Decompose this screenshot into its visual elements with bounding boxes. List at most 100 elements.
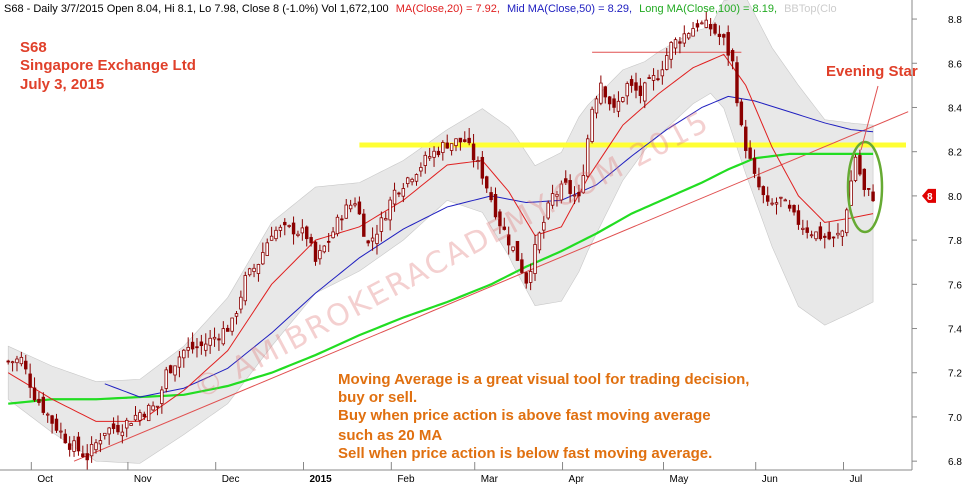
- candle: [638, 78, 643, 104]
- moving-averages: [7, 53, 874, 422]
- candle: [480, 151, 485, 185]
- candle-body: [722, 34, 726, 38]
- candle-body: [441, 142, 445, 153]
- candle-body: [41, 396, 46, 413]
- candle: [757, 167, 761, 191]
- candle: [85, 444, 89, 471]
- candle-body: [32, 387, 37, 401]
- candle-body: [616, 100, 621, 112]
- candle-body: [686, 33, 691, 39]
- candle-body: [643, 82, 647, 102]
- candle: [612, 94, 616, 113]
- candle: [313, 240, 318, 266]
- candle-body: [528, 270, 533, 283]
- candle: [230, 317, 234, 336]
- candle-body: [660, 69, 665, 77]
- candle-body: [774, 202, 779, 205]
- candle-body: [432, 150, 436, 158]
- candle-body: [568, 180, 572, 194]
- candle-body: [572, 194, 577, 197]
- candle-body: [278, 226, 283, 231]
- candle: [379, 211, 384, 242]
- x-tick-label-0: Oct: [37, 474, 53, 485]
- candle: [744, 119, 748, 159]
- candle-body: [463, 139, 467, 142]
- header-text: S68 - Daily 3/7/2015 Open 8.04, Hi 8.1, …: [4, 3, 837, 15]
- candle-body: [120, 431, 125, 437]
- candle-body: [485, 176, 489, 189]
- candle-body: [612, 98, 616, 108]
- candle-body: [392, 189, 397, 205]
- candle: [427, 147, 432, 161]
- candle: [809, 230, 814, 239]
- candle-body: [594, 98, 599, 114]
- candle-body: [739, 101, 744, 126]
- candle-body: [204, 343, 208, 351]
- candle-body: [853, 156, 858, 181]
- candle: [397, 191, 401, 198]
- candle: [300, 219, 305, 241]
- candle: [256, 263, 261, 282]
- candle-body: [533, 244, 537, 274]
- axes: [0, 0, 913, 471]
- candle-body: [735, 62, 739, 104]
- candle-body: [506, 234, 511, 246]
- candle: [252, 263, 256, 278]
- candle-body: [590, 108, 594, 142]
- candle-body: [550, 193, 555, 206]
- current-price-tag: [922, 188, 936, 203]
- candle: [722, 33, 726, 46]
- candle-body: [770, 202, 774, 205]
- candle: [471, 133, 476, 168]
- candle: [783, 198, 787, 202]
- candle: [423, 151, 427, 174]
- x-tick-label-1: Nov: [134, 474, 152, 485]
- candle-body: [866, 188, 871, 190]
- candle-body: [634, 82, 638, 91]
- candle-body: [796, 210, 801, 225]
- candle-body: [370, 237, 375, 242]
- candle: [836, 223, 840, 239]
- candle-body: [344, 204, 348, 219]
- candle-body: [700, 22, 704, 25]
- candle-body: [449, 143, 454, 151]
- x-axis-ticks: Oct Nov Dec 2015 Feb Mar Apr May Jun Jul: [37, 474, 862, 485]
- candle-body: [814, 231, 818, 240]
- candle: [414, 173, 419, 186]
- candle: [28, 363, 32, 399]
- candle-body: [823, 235, 827, 238]
- candle: [476, 156, 480, 170]
- candle-body: [265, 242, 269, 256]
- chart-grid: [30, 462, 845, 470]
- candle: [779, 196, 783, 208]
- candle: [546, 200, 550, 220]
- candle: [520, 253, 524, 274]
- candle: [322, 245, 327, 254]
- candle-body: [849, 180, 853, 206]
- candle: [704, 11, 708, 29]
- candle-body: [98, 440, 103, 445]
- candle: [199, 334, 204, 355]
- candle: [599, 75, 603, 106]
- candle: [717, 25, 722, 46]
- candle: [432, 146, 436, 167]
- candle: [796, 204, 801, 230]
- candle-body: [410, 178, 414, 183]
- candle: [467, 127, 471, 146]
- candle-body: [177, 356, 182, 368]
- candle: [247, 267, 252, 277]
- candle: [146, 403, 151, 422]
- candle: [752, 149, 757, 179]
- candle-body: [818, 226, 823, 240]
- candle: [419, 162, 423, 177]
- candle-body: [757, 176, 761, 188]
- candle: [603, 85, 607, 104]
- evening-star-pointer: [860, 85, 879, 151]
- candle: [647, 74, 651, 79]
- candle: [94, 439, 98, 454]
- x-tick-label-3: 2015: [310, 474, 333, 485]
- chart-title-date: July 3, 2015: [20, 76, 104, 93]
- x-tick-label-9: Jul: [850, 474, 863, 485]
- candle-body: [493, 194, 498, 218]
- candle: [344, 199, 348, 219]
